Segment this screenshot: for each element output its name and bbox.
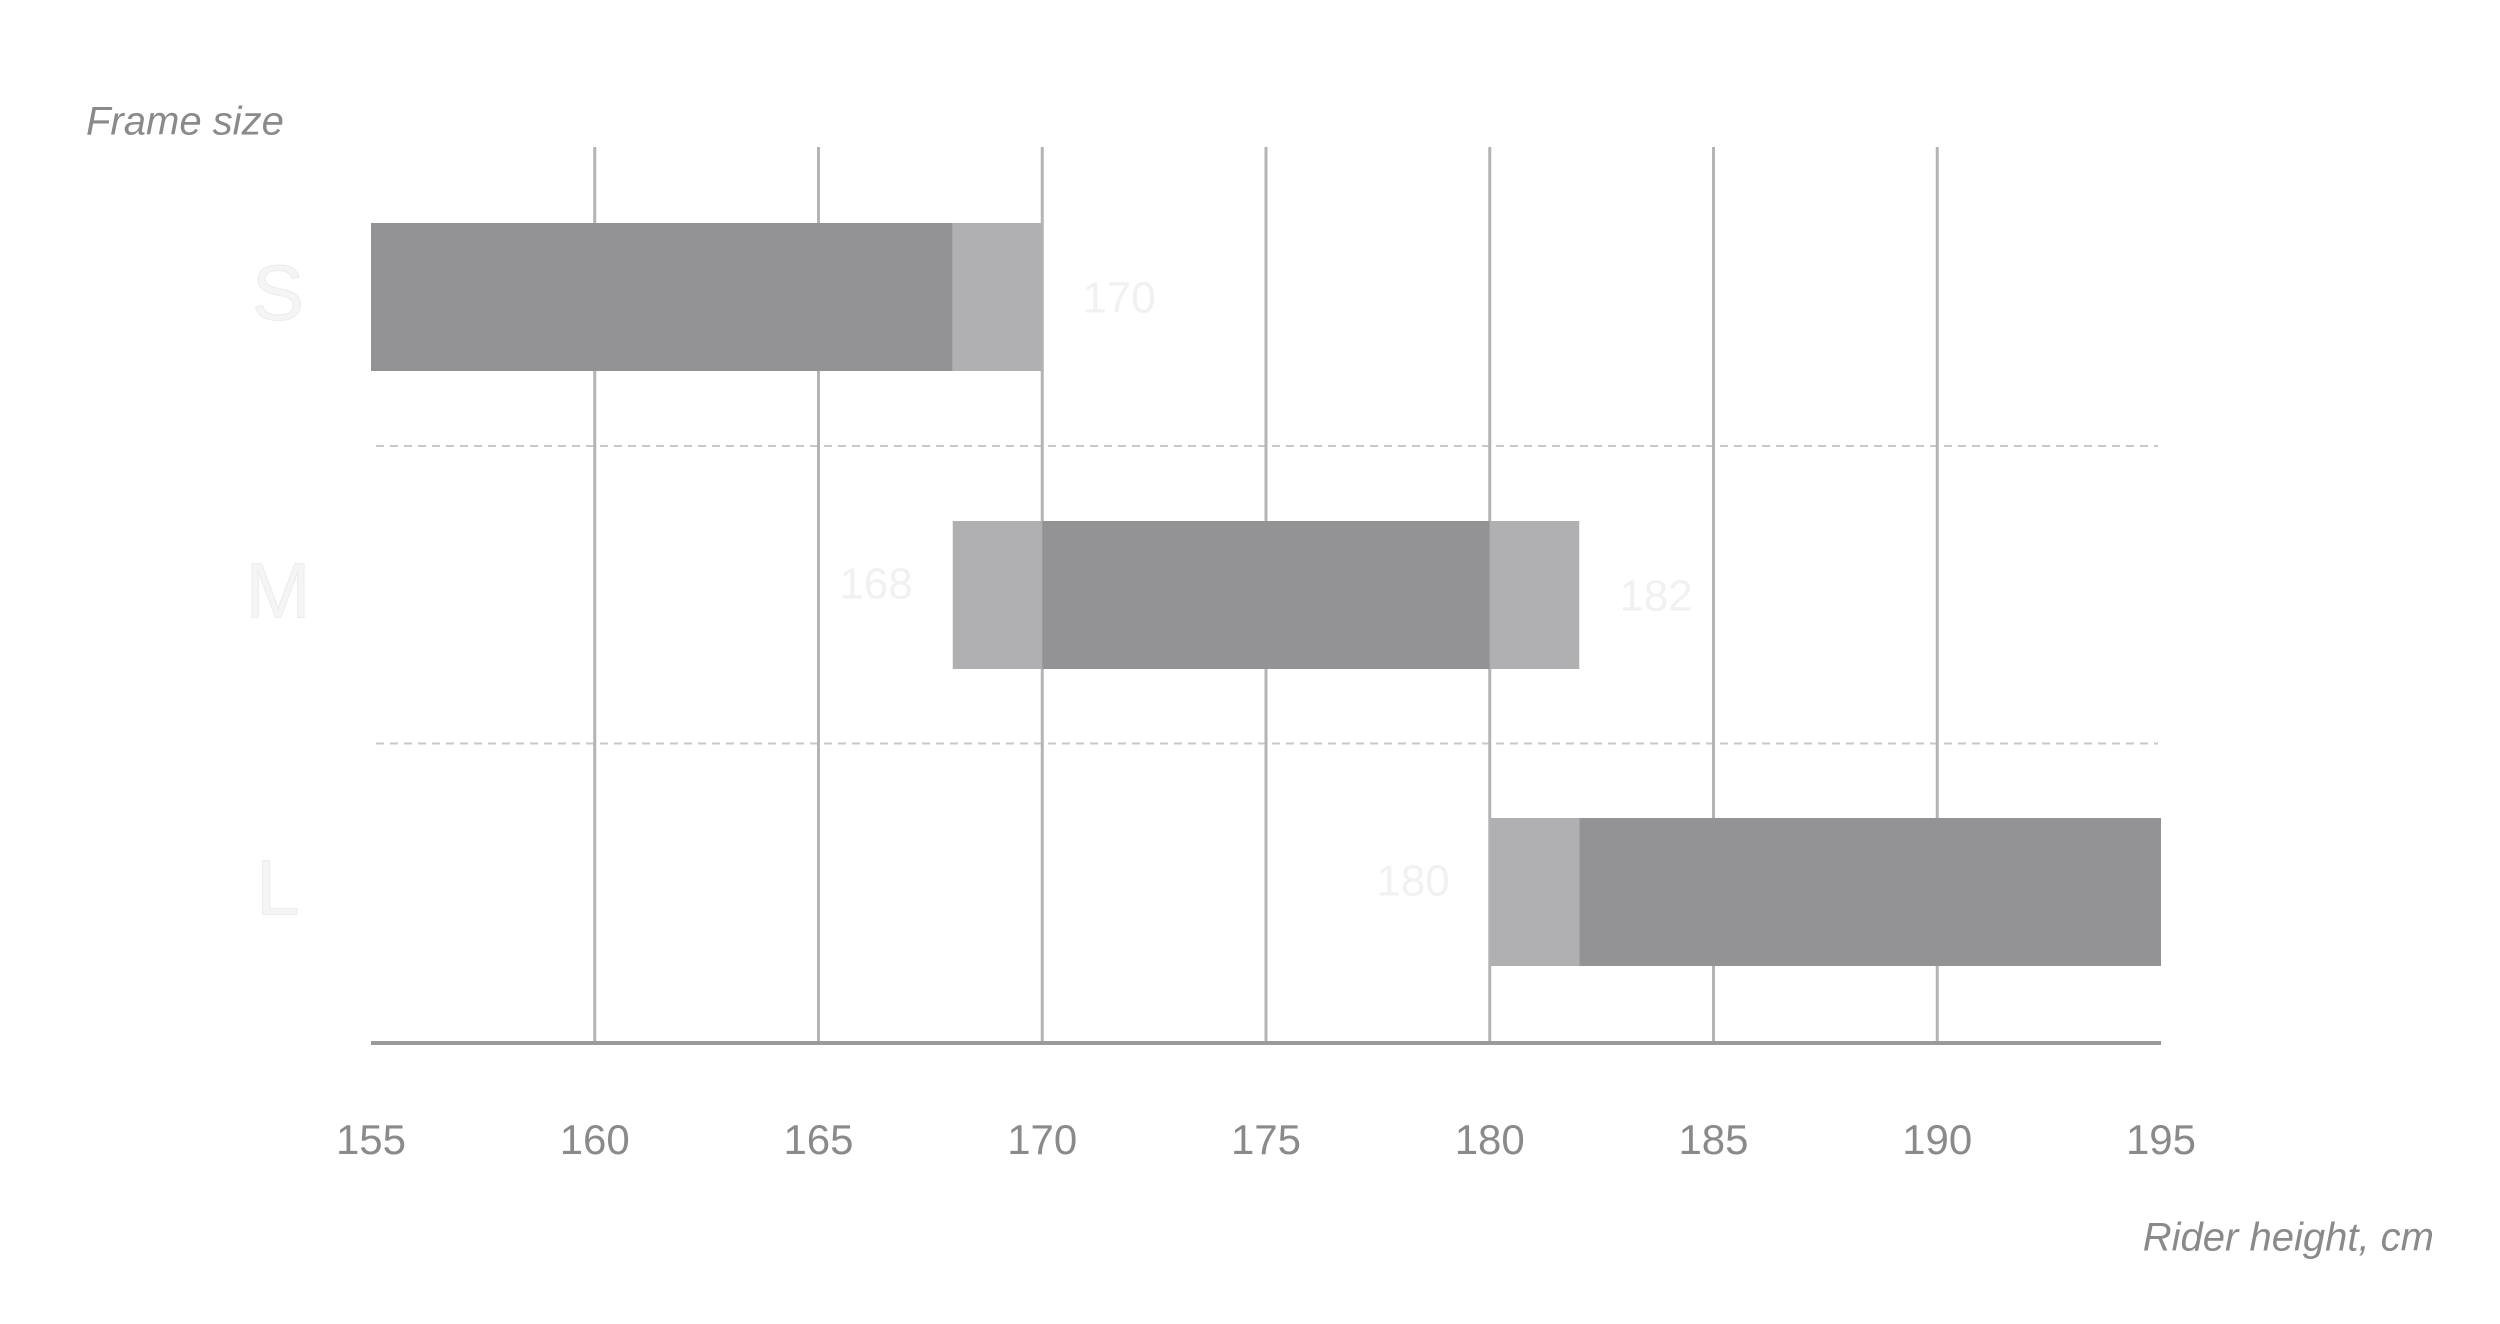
value-label: 168 bbox=[839, 560, 912, 609]
category-label: M bbox=[246, 547, 311, 635]
overlap-bar bbox=[952, 521, 1043, 669]
x-tick-label: 170 bbox=[1007, 1116, 1077, 1163]
category-label: S bbox=[252, 249, 304, 337]
core-bar bbox=[1579, 818, 2161, 966]
value-label: 170 bbox=[1082, 274, 1155, 323]
x-tick-label: 180 bbox=[1455, 1116, 1525, 1163]
x-tick-label: 185 bbox=[1678, 1116, 1748, 1163]
x-axis-title: Rider height, cm bbox=[2143, 1216, 2434, 1260]
value-label: 182 bbox=[1619, 572, 1692, 621]
category-label: L bbox=[256, 844, 299, 932]
overlap-bar bbox=[1489, 818, 1580, 966]
y-axis-title: Frame size bbox=[86, 100, 284, 144]
x-tick-label: 155 bbox=[336, 1116, 406, 1163]
x-tick-label: 165 bbox=[783, 1116, 853, 1163]
overlap-bar bbox=[1489, 521, 1580, 669]
core-bar bbox=[1042, 521, 1490, 669]
overlap-bar bbox=[952, 223, 1043, 371]
x-tick-label: 195 bbox=[2126, 1116, 2196, 1163]
value-label: 180 bbox=[1376, 857, 1449, 906]
x-tick-label: 190 bbox=[1902, 1116, 1972, 1163]
x-tick-label: 160 bbox=[560, 1116, 630, 1163]
core-bar bbox=[371, 223, 953, 371]
x-tick-label: 175 bbox=[1231, 1116, 1301, 1163]
